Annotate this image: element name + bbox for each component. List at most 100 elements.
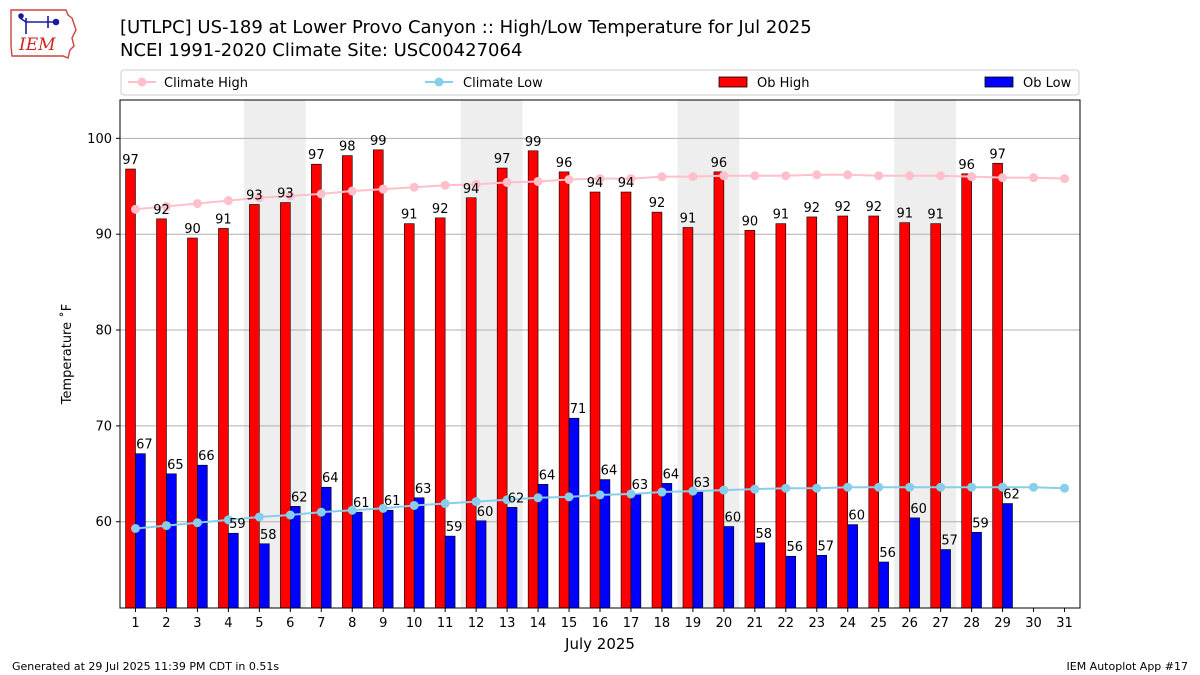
ob-high-bar-16: [589, 191, 601, 609]
ob-high-bar-8: [342, 155, 353, 609]
ob-low-label-19: 63: [694, 476, 711, 491]
climate-high-point-20: [719, 171, 729, 181]
climate-high-point-3: [192, 199, 202, 209]
bar-labels: 97 92 90 91 93 93 97 98 99 91 92 94 97 99 96 94 94 92 91 96…: [122, 134, 1020, 561]
climate-low-point-20: [719, 485, 729, 495]
iowa-outline: [10, 9, 77, 59]
climate-low-point-26: [905, 482, 915, 492]
ob-high-label-16: 94: [587, 176, 604, 191]
ob-low-bar-18: [661, 483, 673, 609]
ob-high-label-14: 99: [525, 135, 542, 150]
ob-high-label-29: 97: [989, 147, 1006, 162]
x-tick-label-13: 13: [499, 616, 516, 631]
y-tick-label-90: 90: [95, 228, 112, 243]
ob-low-bar-15: [568, 417, 580, 609]
ob-high-label-26: 91: [896, 207, 913, 222]
legend-ob-low-label: Ob Low: [1023, 76, 1072, 91]
x-tick-label-23: 23: [809, 616, 826, 631]
chart-title: [UTLPC] US-189 at Lower Provo Canyon :: …: [120, 17, 812, 38]
climate-high-point-6: [285, 191, 295, 201]
ob-high-bar-20: [713, 171, 725, 609]
climate-low-point-15: [564, 492, 574, 502]
ob-low-label-22: 56: [786, 540, 803, 555]
logo-text: IEM: [18, 35, 56, 55]
y-tick-label-100: 100: [87, 132, 112, 147]
weather-station-icon: [18, 13, 60, 34]
x-tick-label-14: 14: [530, 616, 547, 631]
x-tick-label-21: 21: [747, 616, 764, 631]
x-tick-label-26: 26: [901, 616, 918, 631]
climate-low-point-11: [440, 499, 450, 509]
x-axis-label: July 2025: [564, 635, 635, 653]
climate-high-point-16: [595, 174, 605, 184]
x-tick-label-3: 3: [193, 616, 201, 631]
climate-low-point-4: [223, 515, 233, 525]
climate-low-point-6: [285, 510, 295, 520]
climate-low-point-1: [130, 523, 140, 533]
generated-timestamp: Generated at 29 Jul 2025 11:39 PM CDT in…: [12, 660, 280, 673]
ob-high-bar-11: [434, 217, 446, 609]
ob-high-bar-25: [868, 215, 880, 609]
ob-high-label-27: 91: [927, 208, 944, 223]
climate-low-point-8: [347, 505, 357, 515]
ob-high-bar-9: [373, 149, 384, 609]
ob-low-bar-3: [197, 464, 208, 609]
ob-low-bar-25: [878, 561, 889, 609]
ob-low-label-5: 58: [260, 528, 277, 543]
ob-high-label-7: 97: [308, 148, 325, 163]
ob-low-label-12: 60: [477, 505, 494, 520]
x-tick-label-29: 29: [994, 616, 1011, 631]
ob-high-bar-22: [775, 223, 787, 609]
climate-high-point-25: [874, 171, 884, 181]
ob-low-label-14: 64: [539, 468, 556, 483]
ob-low-label-9: 61: [384, 494, 401, 509]
climate-low-point-30: [1029, 482, 1039, 492]
ob-low-label-26: 60: [910, 502, 927, 517]
x-tick-label-27: 27: [932, 616, 949, 631]
legend-item-climate-low: Climate Low: [425, 76, 543, 91]
climate-high-point-29: [998, 173, 1008, 183]
ob-high-label-15: 96: [556, 156, 573, 171]
climate-high-point-18: [657, 172, 667, 182]
y-tick-label-70: 70: [95, 419, 112, 434]
ob-low-label-15: 71: [570, 402, 587, 417]
ob-high-bar-3: [187, 237, 198, 609]
climate-low-point-18: [657, 487, 667, 497]
ob-low-label-16: 64: [601, 464, 618, 479]
climate-low-point-12: [471, 497, 481, 507]
climate-high-point-1: [130, 204, 140, 214]
ob-high-bar-15: [558, 171, 570, 609]
climate-high-point-2: [161, 201, 171, 211]
ob-low-label-1: 67: [136, 438, 153, 453]
legend-item-ob-high: Ob High: [718, 76, 810, 91]
ob-high-bar-23: [806, 216, 818, 609]
ob-high-label-8: 98: [339, 140, 356, 155]
climate-high-point-9: [378, 184, 388, 194]
x-tick-label-4: 4: [224, 616, 232, 631]
bars: [125, 149, 1013, 609]
ob-low-label-27: 57: [941, 534, 958, 549]
ob-low-bar-4: [228, 532, 239, 609]
x-tick-label-10: 10: [406, 616, 423, 631]
ob-low-label-21: 58: [756, 527, 773, 542]
ob-low-label-29: 62: [1003, 488, 1020, 503]
ob-high-label-19: 91: [680, 211, 697, 226]
app-id: IEM Autoplot App #17: [1066, 660, 1189, 673]
ob-high-bar-18: [651, 211, 663, 609]
climate-high-point-12: [471, 179, 481, 189]
ob-high-bar-6: [280, 202, 291, 609]
climate-high-point-30: [1029, 173, 1039, 183]
x-tick-label-9: 9: [379, 616, 387, 631]
ob-high-label-12: 94: [463, 182, 480, 197]
climate-high-point-15: [564, 175, 574, 185]
legend: Climate High Climate Low Ob High Ob Low: [120, 69, 1080, 96]
ob-high-bar-10: [403, 223, 415, 609]
ob-low-bar-11: [444, 535, 456, 609]
climate-low-point-16: [595, 490, 605, 500]
climate-low-point-25: [874, 482, 884, 492]
climate-low-point-9: [378, 503, 388, 513]
climate-low-point-10: [409, 500, 419, 510]
climate-low-point-21: [750, 484, 760, 494]
legend-climate-low-marker: [434, 77, 444, 87]
